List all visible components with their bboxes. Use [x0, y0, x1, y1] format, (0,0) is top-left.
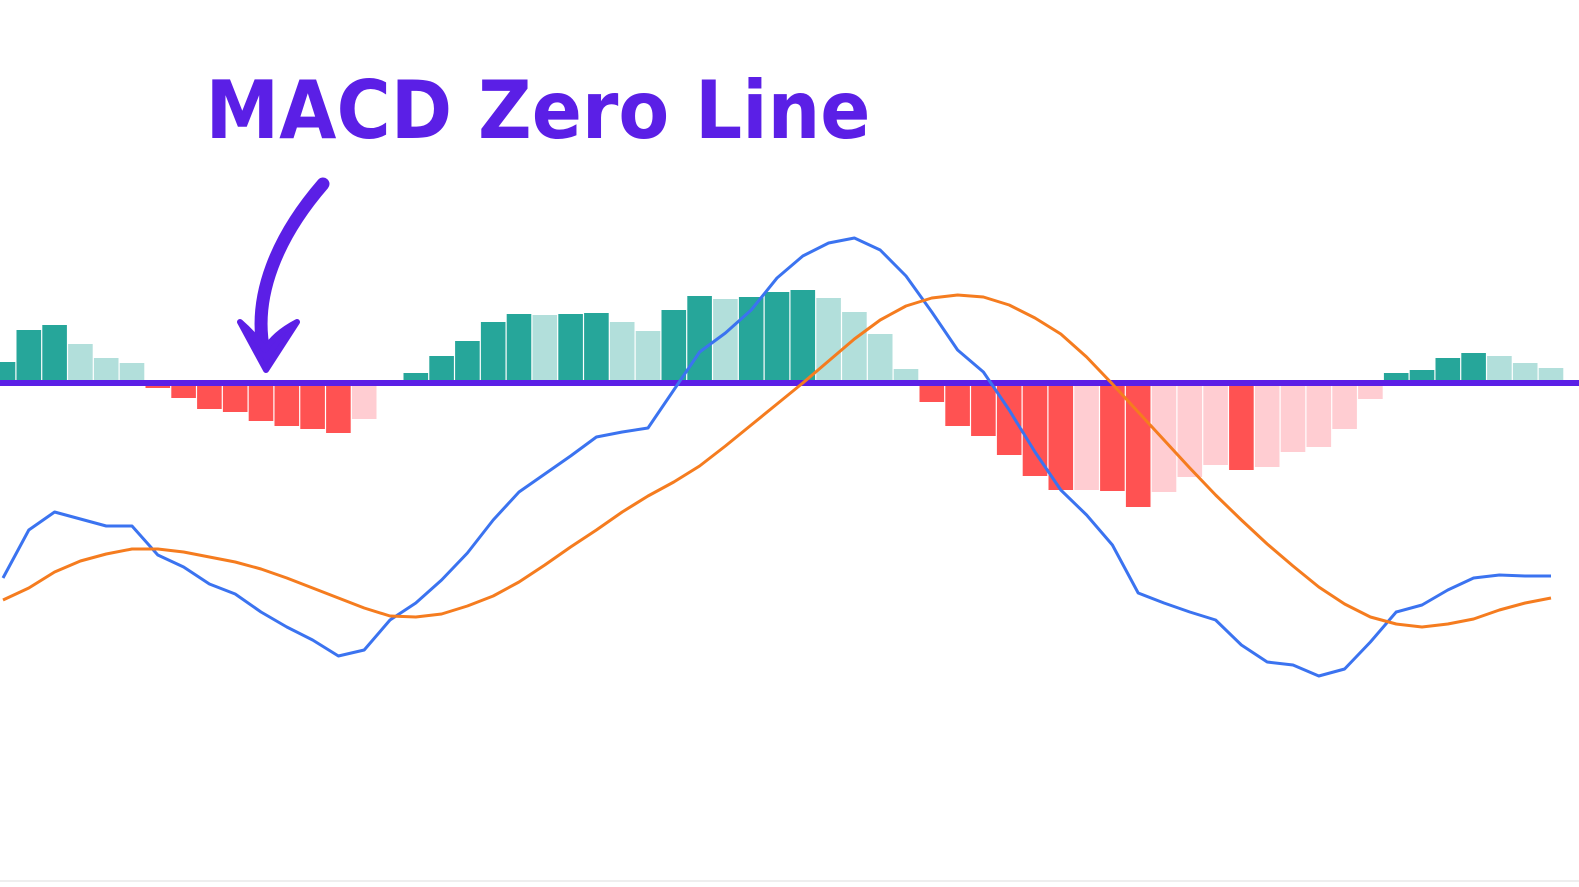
histogram-bar — [790, 290, 816, 383]
histogram-bar — [506, 314, 532, 383]
histogram-bar — [1100, 383, 1125, 491]
histogram-bar — [1048, 383, 1074, 490]
indicator-line — [1, 236, 1551, 678]
histogram-bar — [1306, 383, 1332, 447]
histogram-bar — [1383, 373, 1409, 383]
histogram-bar — [584, 313, 609, 383]
histogram — [0, 290, 1564, 507]
histogram-bar — [1358, 383, 1383, 399]
histogram-bar — [222, 383, 248, 412]
histogram-bar — [609, 322, 635, 383]
histogram-bar — [713, 299, 738, 383]
histogram-bar — [945, 383, 970, 426]
histogram-bar — [635, 331, 661, 383]
histogram-bar — [1254, 383, 1280, 467]
histogram-bar — [867, 334, 893, 383]
histogram-bar — [0, 362, 16, 383]
histogram-bar — [68, 344, 93, 383]
histogram-bar — [1203, 383, 1228, 465]
histogram-bar — [558, 314, 583, 383]
histogram-bar — [197, 383, 222, 409]
histogram-bar — [403, 373, 429, 383]
histogram-bar — [1074, 383, 1099, 490]
histogram-bar — [1538, 368, 1564, 383]
histogram-bar — [93, 358, 119, 383]
histogram-bar — [971, 383, 996, 436]
histogram-bar — [1151, 383, 1177, 492]
histogram-bar — [1409, 370, 1435, 383]
histogram-bar — [1177, 383, 1203, 477]
histogram-bar — [351, 383, 377, 419]
histogram-bar — [480, 322, 506, 383]
histogram-bar — [16, 330, 42, 383]
histogram-bar — [1487, 356, 1512, 383]
histogram-bar — [1022, 383, 1048, 476]
histogram-bar — [248, 383, 274, 421]
histogram-bar — [274, 383, 300, 426]
histogram-bar — [300, 383, 325, 429]
histogram-bar — [119, 363, 145, 383]
histogram-bar — [1280, 383, 1306, 452]
histogram-bar — [764, 292, 790, 383]
histogram-bar — [1229, 383, 1254, 470]
histogram-bar — [1435, 358, 1461, 383]
arrow — [254, 177, 330, 359]
histogram-bar — [1512, 363, 1538, 383]
histogram-bar — [661, 310, 687, 383]
lines — [0, 236, 1579, 678]
histogram-bar — [919, 383, 945, 402]
histogram-bar — [42, 325, 67, 383]
histogram-bar — [687, 296, 712, 383]
histogram-bar — [1332, 383, 1357, 429]
histogram-bar — [171, 383, 196, 398]
indicator-line — [2, 293, 1552, 629]
histogram-bar — [326, 383, 351, 433]
histogram-bar — [893, 369, 919, 383]
histogram-bar — [996, 383, 1022, 455]
histogram-bar — [532, 315, 558, 383]
histogram-bar — [1461, 353, 1486, 383]
chart-title: MACD Zero Line — [206, 64, 871, 157]
histogram-bar — [455, 341, 480, 383]
arrow-head — [237, 319, 300, 373]
histogram-bar — [429, 356, 454, 383]
